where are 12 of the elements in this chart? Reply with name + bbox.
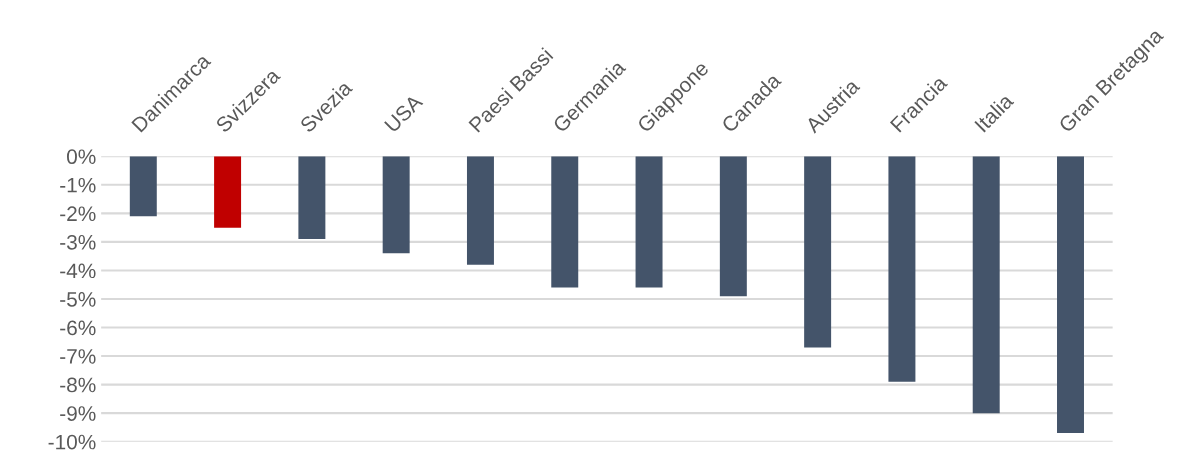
y-tick-label: -1% <box>60 177 96 193</box>
y-tick-label: -5% <box>60 292 96 307</box>
y-tick-label: -3% <box>60 234 96 250</box>
y-tick-label: -2% <box>60 206 96 222</box>
y-tick-label: -9% <box>60 406 96 421</box>
x-tick-label: USA <box>383 93 424 133</box>
y-tick-label: 0% <box>66 149 96 165</box>
y-tick-label: -6% <box>60 320 96 336</box>
y-tick-label: -7% <box>60 349 96 364</box>
y-tick-label: -8% <box>60 377 96 393</box>
y-tick-label: -10% <box>48 434 96 450</box>
y-tick-label: -4% <box>60 263 96 279</box>
